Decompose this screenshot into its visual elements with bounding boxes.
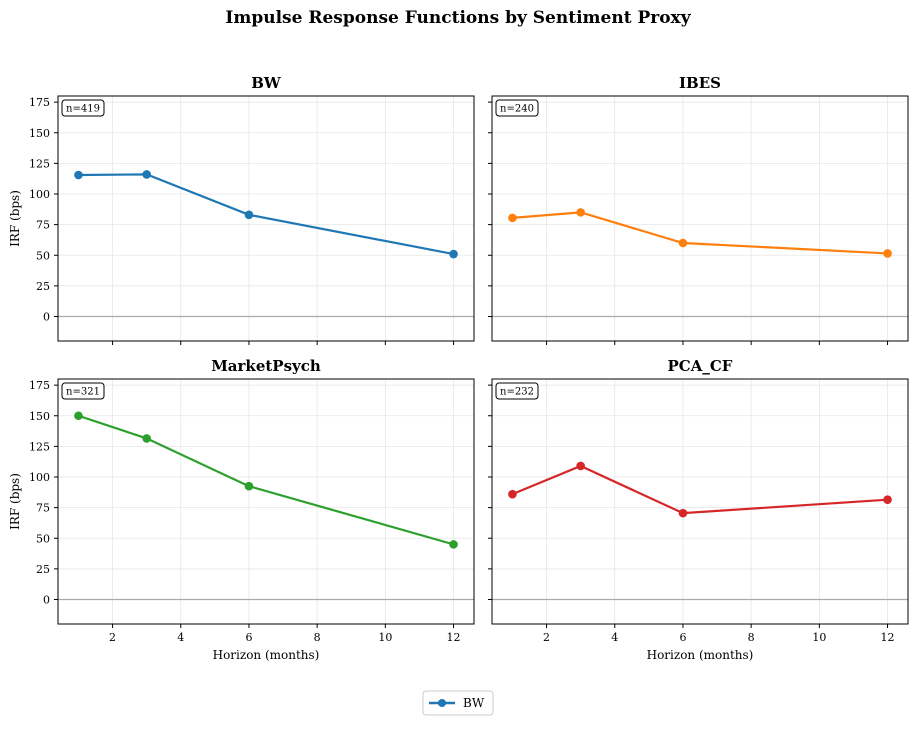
- series-line: [78, 414, 454, 546]
- series-line: [78, 173, 454, 256]
- x-axis-label: Horizon (months): [213, 648, 320, 662]
- subplot-title: PCA_CF: [668, 357, 733, 375]
- subplot-title: IBES: [679, 74, 721, 92]
- legend-marker-swatch: [438, 699, 446, 707]
- y-tick-label: 175: [29, 96, 50, 109]
- subplot-marketpsych: 2 4 6 8 10 12 0 25 50 75 100 125 150 175 MarketPsych n=…: [8, 357, 475, 662]
- subplot-bw: 0 25 50 75 100 125 150 175 BW n=419 IRF (bps): [8, 74, 475, 345]
- x-tick-label: 10: [812, 631, 826, 644]
- x-tick-label: 12: [881, 631, 895, 644]
- y-tick-label: 150: [29, 127, 50, 140]
- data-point: [74, 411, 83, 421]
- y-tick-label: 150: [29, 410, 50, 423]
- annotation-box: [61, 382, 105, 400]
- subplot-pca-cf: 2 4 6 8 10 12 PCA_CF n=232 Horizon (months): [488, 357, 909, 662]
- annotation-text: n=240: [500, 104, 534, 115]
- x-tick-label: 4: [177, 631, 184, 644]
- legend-label: BW: [463, 696, 485, 710]
- y-tick-label: 100: [29, 188, 50, 201]
- y-axis-label: IRF (bps): [8, 190, 22, 247]
- x-axis-label: Horizon (months): [647, 648, 754, 662]
- data-point: [508, 489, 517, 499]
- data-point: [508, 213, 517, 223]
- data-point: [449, 540, 458, 549]
- x-tick-label: 6: [245, 631, 252, 644]
- data-point: [883, 249, 892, 258]
- series-line: [512, 211, 888, 255]
- axes-frame: [491, 378, 909, 625]
- data-point: [142, 434, 151, 443]
- data-point: [678, 508, 688, 518]
- y-tick-label: 175: [29, 379, 50, 392]
- subplot-ibes: IBES n=240: [488, 74, 909, 345]
- x-tick-label: 8: [748, 631, 755, 644]
- y-tick-label: 0: [43, 311, 50, 324]
- axes-frame: [57, 95, 475, 342]
- x-tick-label: 12: [447, 631, 461, 644]
- sample-size-annotation: n=321: [61, 382, 105, 400]
- data-point: [576, 461, 585, 471]
- sample-size-annotation: n=240: [495, 99, 539, 117]
- x-tick-label: 6: [679, 631, 686, 644]
- y-tick-label: 0: [43, 594, 50, 607]
- y-tick-label: 50: [36, 249, 50, 262]
- annotation-text: n=419: [66, 104, 100, 115]
- x-tick-label: 10: [378, 631, 392, 644]
- sample-size-annotation: n=419: [61, 99, 105, 117]
- annotation-box: [495, 99, 539, 117]
- figure-title: Impulse Response Functions by Sentiment …: [225, 8, 691, 28]
- y-tick-label: 75: [36, 502, 50, 515]
- annotation-text: n=232: [500, 387, 534, 398]
- subplot-title: BW: [251, 74, 282, 92]
- legend-box: [422, 690, 494, 716]
- data-point: [883, 495, 892, 504]
- data-point: [142, 170, 151, 179]
- y-tick-label: 50: [36, 532, 50, 545]
- sample-size-annotation: n=232: [495, 382, 539, 400]
- legend: BW: [422, 690, 494, 716]
- annotation-box: [495, 382, 539, 400]
- data-point: [576, 208, 585, 217]
- y-tick-label: 25: [36, 563, 50, 576]
- y-axis-label: IRF (bps): [8, 473, 22, 530]
- annotation-text: n=321: [66, 387, 100, 398]
- y-tick-label: 75: [36, 219, 50, 232]
- x-tick-label: 2: [109, 631, 116, 644]
- data-point: [244, 481, 254, 491]
- axes-frame: [491, 95, 909, 342]
- data-point: [244, 210, 254, 220]
- axes-frame: [57, 378, 475, 625]
- x-tick-label: 2: [543, 631, 550, 644]
- data-point: [678, 238, 688, 248]
- y-tick-label: 125: [29, 440, 50, 453]
- x-tick-label: 8: [314, 631, 321, 644]
- y-tick-label: 100: [29, 471, 50, 484]
- y-tick-label: 25: [36, 280, 50, 293]
- data-point: [74, 170, 83, 180]
- series-line: [512, 464, 888, 515]
- y-tick-label: 125: [29, 157, 50, 170]
- annotation-box: [61, 99, 105, 117]
- data-point: [449, 249, 458, 259]
- x-tick-label: 4: [611, 631, 618, 644]
- subplot-title: MarketPsych: [211, 357, 321, 375]
